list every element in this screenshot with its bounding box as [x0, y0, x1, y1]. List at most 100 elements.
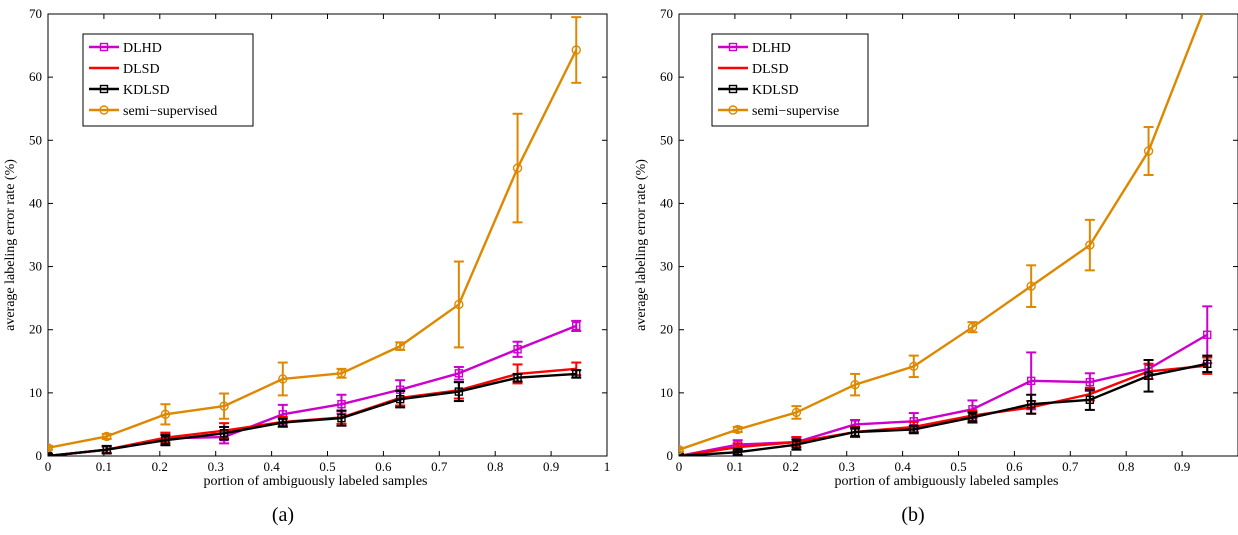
data-point — [1143, 146, 1154, 156]
y-tick-label: 60 — [660, 69, 673, 84]
data-point — [1203, 359, 1212, 369]
data-point — [968, 413, 977, 422]
data-point — [336, 368, 347, 378]
x-tick-label: 0.5 — [319, 459, 335, 474]
series-line — [679, 362, 1208, 456]
data-point — [850, 427, 860, 437]
y-tick-label: 20 — [660, 322, 673, 337]
data-point — [679, 444, 684, 455]
x-tick-label: 0.7 — [431, 459, 448, 474]
data-point — [1144, 371, 1153, 381]
data-point — [48, 443, 53, 453]
data-point — [395, 394, 405, 404]
x-axis-label: portion of ambiguously labeled samples — [204, 474, 428, 489]
legend-label: DLHD — [752, 41, 791, 56]
y-tick-label: 10 — [29, 385, 42, 400]
data-point — [850, 379, 860, 390]
y-tick-label: 40 — [660, 195, 673, 210]
y-axis-label: average labeling error rate (%) — [634, 159, 649, 331]
series-kdlsd — [48, 369, 582, 456]
data-point — [732, 424, 743, 435]
panel-label: (a) — [272, 504, 294, 526]
x-tick-label: 0.9 — [543, 459, 559, 474]
data-point — [967, 322, 978, 332]
legend-label: DLSD — [752, 62, 789, 77]
x-axis-label: portion of ambiguously labeled samples — [835, 474, 1059, 489]
data-point — [278, 418, 287, 427]
chart-panel-b: 0 0.1 0.2 0.3 0.4 0.5 0.6 0.7 0.8 0.9 0 10 20 30 40 50 6… — [634, 0, 1238, 526]
y-tick-label: 60 — [29, 69, 42, 84]
data-point — [1085, 395, 1095, 405]
legend-label: semi−supervised — [123, 104, 217, 119]
legend: DLHD DLSD KDLSD semi−supervised — [82, 33, 254, 127]
y-tick-label: 30 — [29, 259, 42, 274]
data-point — [512, 163, 523, 173]
series-line — [48, 372, 577, 456]
data-point — [1203, 0, 1211, 5]
legend-label: DLHD — [123, 41, 162, 56]
y-tick-label: 40 — [29, 195, 42, 210]
series-line — [679, 364, 1208, 456]
x-tick-label: 0.1 — [96, 459, 112, 474]
x-tick-label: 0.4 — [894, 459, 911, 474]
data-point — [102, 445, 111, 454]
series-dlhd — [48, 319, 582, 456]
x-tick-label: 1 — [604, 459, 611, 474]
legend-swatch-marker — [728, 105, 738, 115]
series-line — [48, 324, 577, 456]
data-point — [1085, 377, 1095, 387]
x-tick-label: 0.6 — [375, 459, 392, 474]
data-point — [1085, 240, 1095, 250]
x-tick-label: 0.2 — [152, 459, 168, 474]
x-tick-label: 0.8 — [1118, 459, 1134, 474]
data-point — [792, 440, 801, 449]
data-point — [572, 369, 581, 379]
data-point — [454, 299, 464, 310]
x-tick-label: 0.8 — [487, 459, 503, 474]
x-tick-label: 0.1 — [727, 459, 743, 474]
y-tick-label: 30 — [660, 259, 673, 274]
data-point — [1203, 330, 1212, 339]
x-tick-label: 0.9 — [1174, 459, 1190, 474]
plot-area — [48, 16, 582, 456]
data-point — [454, 387, 464, 396]
legend: DLHD DLSD KDLSD semi−supervise — [711, 33, 869, 127]
plot-area — [679, 0, 1213, 456]
data-point — [909, 425, 918, 434]
x-tick-label: 0.4 — [263, 459, 280, 474]
legend-label: DLSD — [123, 62, 160, 77]
y-tick-label: 70 — [29, 6, 42, 21]
y-tick-label: 50 — [29, 132, 42, 147]
data-point — [513, 345, 522, 354]
legend-swatch-marker — [99, 105, 109, 115]
series-kdlsd — [679, 354, 1213, 456]
data-point — [337, 413, 346, 423]
y-axis-label: average labeling error rate (%) — [3, 159, 18, 331]
data-point — [101, 431, 112, 442]
panel-label: (b) — [901, 504, 924, 526]
chart-panel-a: 0 0.1 0.2 0.3 0.4 0.5 0.6 0.7 0.8 0.9 101020304050… — [3, 6, 610, 526]
data-point — [513, 373, 522, 382]
data-point — [571, 45, 581, 55]
x-tick-label: 0.3 — [208, 459, 224, 474]
data-point — [219, 401, 229, 411]
data-point — [337, 400, 346, 409]
series-line — [679, 14, 1204, 451]
legend-swatch-marker — [99, 84, 109, 94]
data-point — [909, 361, 919, 372]
data-point — [572, 321, 581, 331]
series-semi-supervised — [48, 16, 582, 453]
legend-swatch-marker — [99, 42, 109, 52]
data-point — [160, 409, 171, 420]
y-tick-label: 70 — [660, 6, 673, 21]
legend-swatch-marker — [728, 42, 738, 52]
y-tick-label: 10 — [660, 385, 673, 400]
legend-label: KDLSD — [123, 83, 170, 98]
legend-swatch-marker — [728, 84, 738, 94]
data-point — [733, 448, 742, 456]
data-point — [1026, 400, 1036, 409]
data-point — [278, 374, 288, 384]
data-point — [791, 407, 802, 418]
x-tick-label: 0.6 — [1006, 459, 1023, 474]
data-point — [1026, 376, 1036, 386]
